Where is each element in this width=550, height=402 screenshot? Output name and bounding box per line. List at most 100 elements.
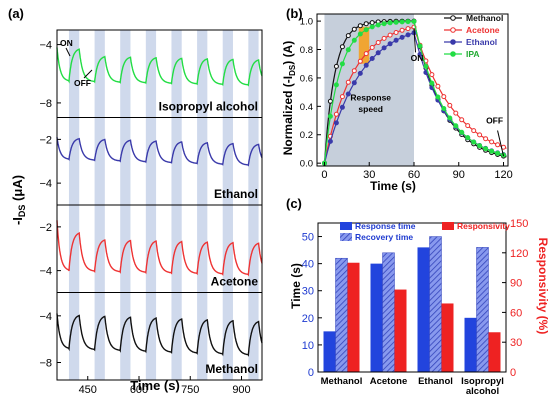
- legend-swatch-response-time: [340, 222, 352, 230]
- panel-b-point-ipa: [357, 31, 363, 37]
- trace-ethanol: [56, 137, 263, 167]
- category-label-3: alcohol: [466, 386, 499, 397]
- trace-label-methanol: Methanol: [205, 362, 258, 376]
- panel-a-ytick-label: −8: [39, 98, 52, 110]
- panel-b-point-ipa: [417, 43, 423, 49]
- bar-recovery-time-methanol: [335, 257, 348, 373]
- panel-b-point-ipa: [381, 21, 387, 27]
- panel-b-point-ethanol: [345, 91, 351, 97]
- panel-b-point-ipa: [453, 123, 459, 129]
- panel-b-off-arrow: [497, 130, 505, 157]
- trace-isopropyl-alcohol: [56, 47, 263, 87]
- panel-b-point-ipa: [477, 143, 483, 149]
- panel-b-xtick-label: 60: [408, 169, 420, 181]
- panel-b-point-ipa: [465, 135, 471, 141]
- panel-a-xtick-label: 750: [181, 384, 199, 396]
- panel-b-point-ipa: [369, 24, 375, 30]
- panel-a-y-axis-title: -IDS (μA): [10, 175, 27, 225]
- bar-recovery-time-ethanol: [429, 236, 442, 373]
- panel-b-point-ipa: [489, 148, 495, 154]
- panel-c-right-tick-label: 90: [510, 278, 522, 290]
- panel-b-point-ethanol: [363, 62, 369, 68]
- panel-b-point-acetone: [357, 58, 363, 64]
- legend-marker-acetone: [450, 27, 456, 33]
- panel-b-point-ipa: [435, 94, 441, 100]
- panel-b-point-acetone: [333, 111, 339, 117]
- panel-b-point-ethanol: [393, 37, 399, 43]
- panel-c-right-tick-label: 60: [510, 307, 522, 319]
- bar-responsivity-ethanol: [441, 303, 454, 372]
- panel-b-xtick-label: 90: [453, 169, 465, 181]
- panel-a-frames: [56, 29, 263, 381]
- panel-b-point-acetone: [453, 110, 459, 116]
- panel-c-left-tick-label: 40: [302, 259, 314, 271]
- panel-a: (a) −4 −8 −2 −4 −2 −4 −4 −8 450 600 750 900 Isoprop…: [8, 6, 263, 396]
- legend-label-responsivity: Responsivity: [457, 221, 510, 231]
- legend-marker-ethanol: [450, 39, 456, 45]
- panel-a-ytick-label: −2: [39, 134, 52, 146]
- panel-b-ytick-label: 1.0: [300, 17, 313, 28]
- panel-a-ticks: −4 −8 −2 −4 −2 −4 −4 −8 450 600 750 900: [39, 40, 250, 396]
- panel-c-letter: (c): [286, 196, 302, 211]
- panel-a-off-arrow: [83, 69, 93, 79]
- trace-label-acetone: Acetone: [211, 275, 259, 289]
- panel-b-letter: (b): [286, 6, 303, 21]
- panel-b-point-ethanol: [405, 32, 411, 38]
- panel-b-point-ethanol: [375, 50, 381, 56]
- panel-b-point-methanol: [351, 26, 357, 32]
- trace-acetone: [56, 220, 263, 277]
- panel-b-point-methanol: [345, 33, 351, 39]
- panel-b-point-acetone: [387, 32, 393, 38]
- panel-b-point-acetone: [435, 83, 441, 89]
- panel-b-point-acetone: [405, 26, 411, 32]
- legend-swatch-recovery-time: [340, 233, 352, 241]
- panel-c-left-axis-title: Time (s): [289, 263, 303, 309]
- panel-b-point-acetone: [369, 45, 375, 50]
- panel-b: (b) 0 30 60 90 120 0.0 0.2 0.4 0.6 0.8 1.0 Methanol…: [281, 6, 513, 193]
- panel-b-point-methanol: [363, 21, 369, 27]
- panel-b-point-acetone: [483, 136, 489, 142]
- panel-a-on-arrow: [65, 47, 71, 57]
- panel-b-point-ethanol: [351, 80, 357, 86]
- panel-b-point-acetone: [495, 142, 501, 148]
- panel-b-point-acetone: [345, 79, 351, 85]
- panel-b-point-ethanol: [327, 138, 333, 144]
- panel-b-point-ipa: [393, 19, 399, 25]
- panel-b-point-acetone: [429, 72, 435, 78]
- panel-b-ytick-label: 0.4: [300, 102, 313, 113]
- legend-label-ipa: IPA: [466, 49, 480, 59]
- panel-b-point-ethanol: [381, 45, 387, 51]
- panel-b-ytick-label: 0.6: [300, 73, 313, 84]
- panel-c-right-tick-label: 30: [510, 337, 522, 349]
- legend-label-ethanol: Ethanol: [466, 37, 497, 47]
- panel-a-xtick-label: 900: [232, 384, 250, 396]
- panel-b-point-ipa: [459, 129, 465, 135]
- panel-a-off-label: OFF: [74, 78, 91, 88]
- panel-b-point-acetone: [471, 128, 477, 134]
- panel-b-point-methanol: [339, 44, 345, 50]
- panel-a-x-axis-title: Time (s): [130, 378, 180, 393]
- panel-c-right-tick-label: 120: [510, 248, 528, 260]
- panel-a-ytick-label: −4: [39, 266, 52, 278]
- panel-b-point-ethanol: [357, 70, 363, 76]
- panel-b-point-ipa: [327, 113, 333, 119]
- panel-b-point-ethanol: [369, 56, 375, 61]
- panel-b-point-ipa: [351, 37, 357, 43]
- bar-response-time-ethanol: [417, 247, 430, 372]
- panel-b-point-ipa: [471, 139, 477, 145]
- panel-b-point-ipa: [345, 47, 351, 53]
- panel-c-left-tick-label: 20: [302, 313, 314, 325]
- panel-a-on-label: ON: [60, 38, 73, 48]
- panel-b-point-acetone: [441, 94, 447, 100]
- panel-b-point-acetone: [363, 51, 369, 57]
- panel-c-left-tick-label: 10: [302, 340, 314, 352]
- panel-c-right-tick-label: 150: [510, 218, 528, 230]
- panel-c: (c) Methanol Acetone Ethanol Isopropylalcoh…: [286, 196, 550, 397]
- panel-b-point-ethanol: [333, 120, 339, 126]
- bar-response-time-methanol: [323, 331, 336, 372]
- bar-responsivity-methanol: [347, 262, 360, 372]
- panel-b-point-ipa: [441, 106, 447, 111]
- legend-marker-ipa: [450, 51, 456, 57]
